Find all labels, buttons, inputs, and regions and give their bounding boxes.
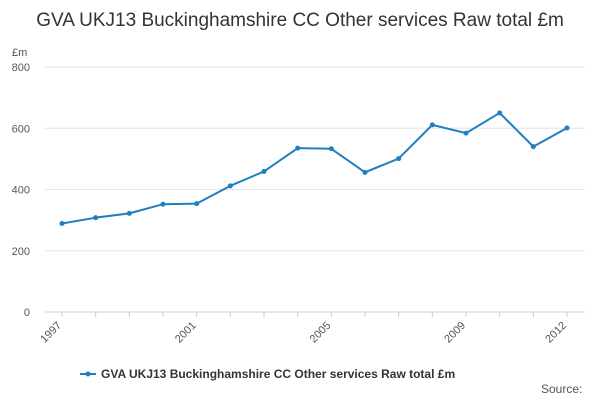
x-tick-label: 2012: [543, 320, 569, 346]
x-tick-label: 2009: [442, 320, 468, 346]
y-axis-unit-label: £m: [12, 47, 27, 59]
series-line: [61, 111, 568, 225]
legend-point-marker: [85, 371, 91, 377]
y-tick-label: 800: [12, 62, 30, 74]
data-point[interactable]: [160, 201, 166, 207]
chart-title: GVA UKJ13 Buckinghamshire CC Other servi…: [36, 10, 564, 31]
data-point[interactable]: [463, 130, 469, 136]
data-point[interactable]: [227, 183, 233, 189]
gridlines: [45, 66, 585, 313]
data-point[interactable]: [328, 146, 334, 152]
y-tick-label: 0: [24, 307, 30, 319]
data-point[interactable]: [261, 168, 267, 174]
data-point[interactable]: [530, 144, 536, 150]
source-label: Source:: [541, 382, 582, 396]
y-tick-label: 600: [12, 123, 30, 135]
y-tick-label: 200: [12, 246, 30, 258]
data-point[interactable]: [564, 125, 570, 131]
y-axis-ticks: 0 200 400 600 800: [12, 62, 30, 319]
x-tick-label: 2005: [308, 320, 334, 346]
x-tick-label: 2001: [173, 320, 199, 346]
data-point[interactable]: [194, 201, 200, 207]
data-point[interactable]: [429, 122, 435, 128]
legend-label: GVA UKJ13 Buckinghamshire CC Other servi…: [101, 367, 455, 381]
data-point[interactable]: [93, 215, 99, 221]
x-axis-ticks: 1997 2001 2005 2009 2012: [38, 312, 569, 345]
data-point[interactable]: [59, 220, 65, 226]
x-tick-label: 1997: [38, 320, 64, 346]
data-point[interactable]: [362, 169, 368, 175]
data-point[interactable]: [497, 110, 503, 116]
data-point[interactable]: [396, 156, 402, 162]
series-layer: [59, 110, 570, 226]
y-tick-label: 400: [12, 185, 30, 197]
data-point[interactable]: [295, 145, 301, 151]
legend[interactable]: GVA UKJ13 Buckinghamshire CC Other servi…: [80, 367, 455, 381]
data-point[interactable]: [126, 210, 132, 216]
